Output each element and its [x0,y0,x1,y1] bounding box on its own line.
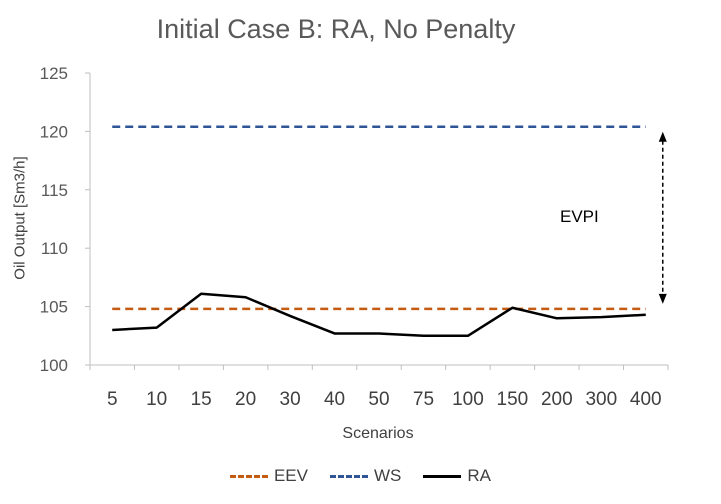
legend-label-eev: EEV [273,466,308,485]
x-tick-label: 400 [630,389,662,410]
series-ra-line [112,292,646,338]
x-tick-label: 50 [368,389,389,410]
x-tick-label: 40 [324,389,345,410]
series-lines [112,125,646,338]
legend-label-ws: WS [374,466,402,485]
legend-item-ra: RA [423,466,491,486]
x-tick-label: 100 [452,389,484,410]
legend-label-ra: RA [467,466,492,485]
legend-swatch-eev [229,474,268,478]
legend-swatch-ra [423,474,462,478]
chart-title: Initial Case B: RA, No Penalty [156,14,516,44]
legend-item-eev: EEV [229,466,308,486]
y-tick-label: 125 [40,64,68,83]
x-tick-labels: 5 10 15 20 30 40 50 75 100 150 200 300 400 [89,365,669,410]
x-tick-label: 30 [280,389,301,410]
y-tick-label: 110 [41,239,68,258]
legend-swatch-ws [330,474,368,478]
x-tick-label: 5 [107,389,118,410]
evpi-annotation [658,131,667,304]
x-tick-label: 300 [585,389,617,410]
y-axis-label: Oil Output [Sm3/h] [11,156,29,280]
x-tick-label: 20 [235,389,256,410]
x-tick-label: 200 [541,389,573,410]
y-tick-label: 100 [40,356,68,375]
y-tick-label: 115 [41,181,68,200]
evpi-arrowhead-top [658,131,667,142]
y-tick-labels: 100 105 110 115 120 125 [40,64,90,375]
x-tick-label: 10 [146,389,167,410]
legend-item-ws: WS [330,466,401,486]
x-tick-label: 15 [191,389,212,410]
y-tick-label: 105 [40,298,68,317]
evpi-label: EVPI [560,207,599,226]
x-tick-label: 150 [497,389,529,410]
axes [89,73,668,366]
legend: EEV WS RA [0,466,721,486]
evpi-arrowhead-bottom [658,293,667,304]
y-tick-label: 120 [40,122,68,141]
x-tick-label: 75 [413,389,434,410]
x-axis-label: Scenarios [342,425,414,442]
